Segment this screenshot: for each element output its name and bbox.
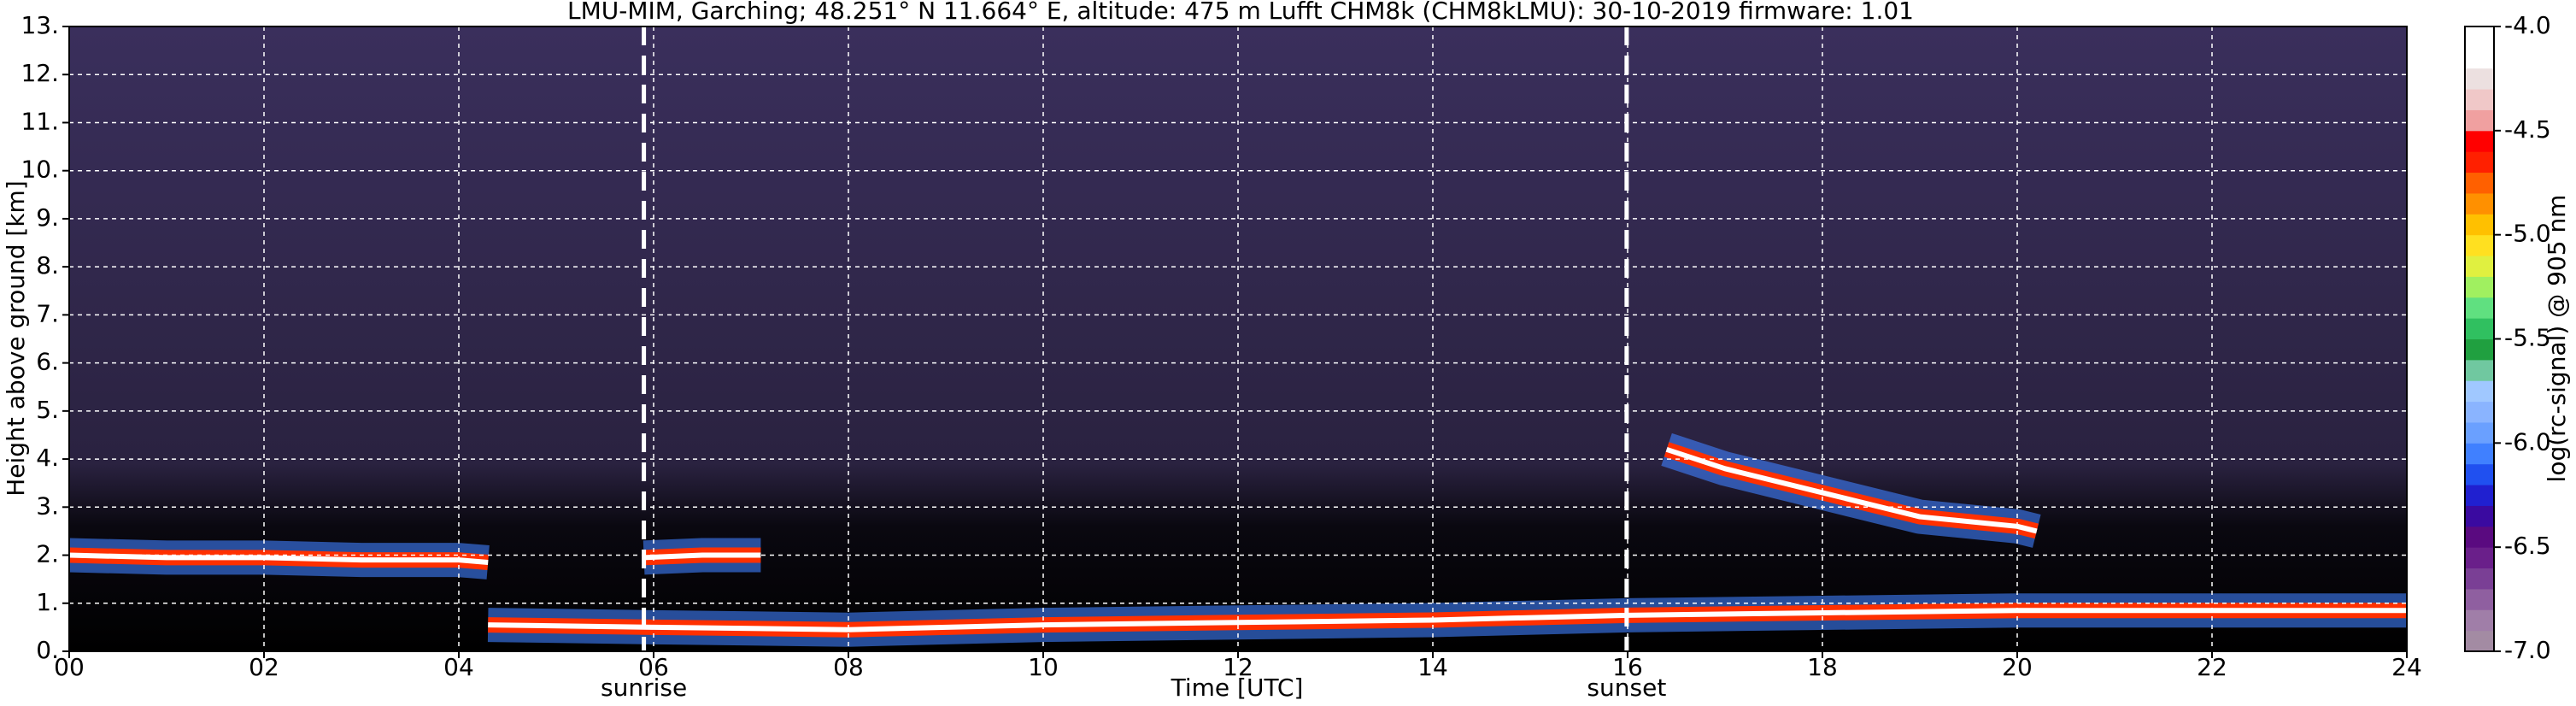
x-tick-label: 00 [54,653,85,681]
colorbar-segment [2465,256,2494,277]
x-tick-label: 06 [638,653,669,681]
colorbar-tick-label: -5.0 [2504,220,2551,248]
colorbar-tick-label: -5.5 [2504,324,2551,352]
colorbar-segment [2465,130,2494,152]
layer-core [68,552,489,565]
colorbar-tick-label: -4.5 [2504,115,2551,144]
y-tick-label: 2. [36,540,59,568]
x-tick-label: 16 [1612,653,1643,681]
x-tick-label: 04 [443,653,474,681]
y-tick-label: 8. [36,251,59,279]
x-tick-label: 08 [833,653,864,681]
y-axis-label: Height above ground [km] [2,180,30,497]
y-tick-label: 6. [36,348,59,376]
y-tick-label: 12. [21,59,59,87]
x-tick-label: 24 [2391,653,2422,681]
y-tick-label: 11. [21,107,59,135]
colorbar-segment [2465,485,2494,506]
y-tick-label: 7. [36,299,59,327]
colorbar-segment [2465,214,2494,236]
y-tick-label: 5. [36,396,59,424]
colorbar-segment [2465,359,2494,381]
x-tick-label: 12 [1223,653,1253,681]
colorbar-segment [2465,630,2494,652]
colorbar-segment [2465,609,2494,632]
y-tick-label: 4. [36,444,59,472]
colorbar-segment [2465,505,2494,527]
colorbar-segment [2465,401,2494,423]
y-tick-label: 0. [36,636,59,664]
annotation-label: sunset [1587,674,1666,702]
y-tick-label: 3. [36,491,59,520]
colorbar-segment [2465,338,2494,361]
colorbar-segment [2465,276,2494,298]
x-axis-label: Time [UTC] [1171,674,1304,702]
y-tick-label: 1. [36,588,59,616]
colorbar-segment [2465,151,2494,174]
colorbar-segment [2465,47,2494,69]
colorbar-segment [2465,380,2494,403]
colorbar-segment [2465,297,2494,319]
colorbar-tick-label: -4.0 [2504,11,2551,39]
y-tick-label: 13. [21,11,59,39]
plot-frame [68,26,2408,652]
colorbar-segment [2465,318,2494,339]
x-tick-label: 20 [2002,653,2033,681]
colorbar-segment [2465,234,2494,256]
colorbar-segment [2465,192,2494,215]
colorbar-segment [2465,109,2494,132]
colorbar-segment [2465,526,2494,548]
colorbar-segment [2465,547,2494,569]
chart-title: LMU-MIM, Garching; 48.251° N 11.664° E, … [567,0,1914,25]
x-tick-label: 02 [249,653,279,681]
colorbar-tick-label: -6.0 [2504,427,2551,456]
colorbar-label: log(rc-signal) @ 905 nm [2543,195,2571,483]
x-tick-label: 10 [1028,653,1059,681]
y-tick-label: 9. [36,203,59,232]
x-tick-label: 14 [1417,653,1448,681]
colorbar-segment [2465,421,2494,444]
colorbar-tick-label: -6.5 [2504,532,2551,560]
colorbar-segment [2465,68,2494,90]
colorbar-segment [2465,463,2494,485]
x-tick-label: 22 [2197,653,2227,681]
layer-core [1665,446,2038,534]
colorbar-tick-label: -7.0 [2504,636,2551,664]
colorbar-segment [2465,172,2494,194]
y-tick-label: 10. [21,156,59,184]
colorbar-segment [2465,89,2494,110]
x-tick-label: 18 [1807,653,1838,681]
colorbar-segment [2465,26,2494,48]
colorbar-segment [2465,588,2494,610]
annotation-label: sunrise [601,674,687,702]
colorbar-segment [2465,568,2494,590]
colorbar-segment [2465,443,2494,465]
